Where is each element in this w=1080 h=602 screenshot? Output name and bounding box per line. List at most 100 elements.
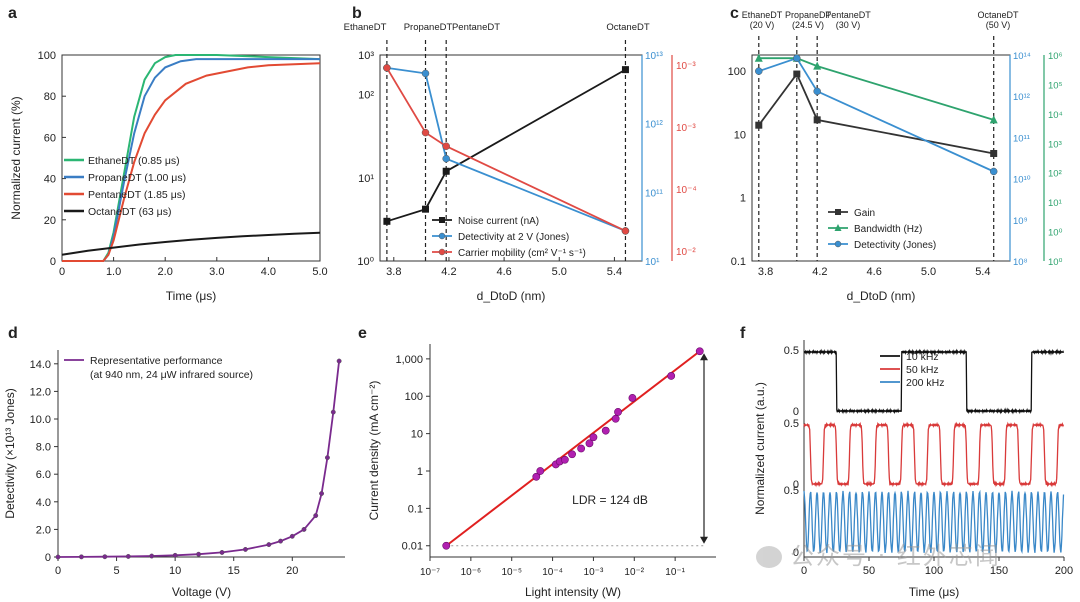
panel-e-data-point (532, 472, 541, 481)
panel-b-xtick-label: 3.8 (386, 266, 401, 278)
panel-letter-b: b (352, 5, 362, 22)
panel-e-data-point (614, 408, 622, 416)
panel-e-xtick-label: 10⁻⁶ (461, 567, 482, 578)
panel-c-xtick-label: 5.0 (921, 266, 936, 278)
panel-b-ytick-right-blue: 10¹ (645, 257, 660, 268)
panel-b-marker (422, 205, 430, 213)
panel-f-legend-entry: 200 kHz (906, 377, 945, 389)
panel-e-ylabel: Current density (mA cm⁻²) (367, 381, 381, 521)
panel-b-frame (379, 54, 643, 262)
panel-a-legend-entry: PentaneDT (1.85 μs) (88, 189, 186, 201)
panel-c-top-label: EthaneDT (742, 10, 783, 20)
panel-e-ytick-label: 10 (411, 429, 423, 441)
panel-b-series-line-2 (386, 67, 626, 232)
panel-c-marker (990, 149, 998, 157)
panel-c-top-label: (50 V) (986, 20, 1011, 30)
panel-c-marker (989, 167, 998, 176)
panel-d-marker (313, 513, 319, 519)
panel-b-legend-entry: Detectivity at 2 V (Jones) (458, 232, 569, 243)
panel-b-top-label: OctaneDT (606, 22, 649, 33)
panel-d-ytick-label: 12.0 (30, 386, 51, 398)
panel-d-marker (336, 358, 342, 364)
panel-e-xtick-label: 10⁻⁴ (542, 567, 563, 578)
panel-f-series-line-1 (803, 348, 1065, 415)
panel-e-ldr-arrowhead-down (700, 536, 708, 544)
panel-b-ytick-right-blue: 10¹¹ (645, 188, 663, 199)
panel-e-ytick-label: 0.01 (402, 541, 423, 553)
panel-c-xlabel: d_DtoD (nm) (847, 289, 916, 303)
panel-d-marker (196, 551, 202, 557)
panel-d-ytick-label: 6.0 (36, 469, 51, 481)
panel-b-marker (442, 167, 450, 175)
panel-c-legend-marker (834, 224, 842, 231)
panel-a-series-line-4 (61, 231, 321, 256)
panel-letter-c: c (730, 5, 739, 22)
panel-b-ytick-right-blue: 10¹³ (645, 51, 663, 62)
panel-e-fit-line (445, 350, 701, 547)
panel-c-series-line-3 (758, 57, 995, 173)
panel-a-ytick-label: 0 (50, 256, 56, 268)
panel-c-marker (754, 53, 763, 62)
panel-b-legend-entry: Carrier mobility (cm² V⁻¹ s⁻¹) (458, 248, 586, 259)
panel-e-data-point (601, 426, 610, 435)
panel-f-legend-entry: 50 kHz (906, 364, 939, 376)
panel-d-ytick-label: 4.0 (36, 497, 51, 509)
panel-c-ytick-right-blue: 10¹⁴ (1013, 51, 1031, 62)
panel-f-xlabel: Time (μs) (909, 585, 959, 599)
panel-c-top-label: OctaneDT (977, 10, 1019, 20)
panel-d-xtick-label: 15 (228, 565, 240, 577)
panel-a-xtick-label: 2.0 (158, 266, 173, 278)
panel-d-ytick-label: 0 (45, 552, 51, 564)
panel-c-ytick-right-blue: 10⁹ (1013, 216, 1028, 227)
panel-c-ytick-right-green: 10⁰ (1048, 257, 1063, 268)
panel-a-ytick-label: 80 (44, 91, 56, 103)
panel-d-marker (301, 526, 307, 532)
panel-d-ytick-label: 8.0 (36, 442, 51, 454)
panel-e-annotation: LDR = 124 dB (572, 493, 648, 507)
panel-b-xlabel: d_DtoD (nm) (477, 289, 546, 303)
panel-b-ytick-label: 10⁰ (357, 256, 374, 268)
panel-a-legend-entry: OctaneDT (63 μs) (88, 206, 171, 218)
panel-c-marker (813, 87, 821, 96)
panel-b-ytick-right-red: 10⁻³ (676, 61, 696, 72)
panel-c-xtick-label: 5.4 (975, 266, 990, 278)
panel-d-frame (57, 350, 345, 558)
panel-d-marker (125, 553, 131, 559)
panel-b-marker (621, 66, 629, 74)
panel-a-legend-entry: EthaneDT (0.85 μs) (88, 155, 180, 167)
panel-e-xtick-label: 10⁻⁵ (501, 567, 522, 578)
panel-letter-a: a (8, 5, 17, 22)
panel-a-xtick-label: 5.0 (312, 266, 327, 278)
panel-c-top-label: PentaneDT (825, 10, 871, 20)
panel-d-series-line (57, 360, 340, 558)
panel-e-data-point (568, 450, 576, 459)
panel-b-marker (421, 69, 430, 78)
panel-letter-d: d (8, 325, 18, 342)
panel-a-ylabel: Normalized current (%) (9, 96, 23, 219)
panel-c-top-label: (24.5 V) (792, 20, 824, 30)
panel-d-marker (242, 546, 248, 552)
panel-d-ytick-label: 2.0 (36, 524, 51, 536)
panel-c-top-label: PropaneDT (785, 10, 832, 20)
panel-d-marker (289, 533, 295, 539)
panel-c-series-line-2 (758, 57, 994, 121)
panel-e-data-point (628, 394, 637, 402)
panel-d-xtick-label: 5 (114, 565, 120, 577)
panel-c-legend-entry: Gain (854, 208, 875, 219)
panel-f-ytick-label: 0 (793, 479, 799, 491)
panel-a-ytick-label: 20 (44, 215, 56, 227)
panel-d-marker (172, 552, 178, 558)
panel-a-xtick-label: 3.0 (209, 266, 224, 278)
panel-c-legend-entry: Detectivity (Jones) (854, 240, 936, 251)
panel-c-xtick-label: 4.6 (867, 266, 882, 278)
panel-e-ytick-label: 1 (417, 466, 423, 478)
panel-f-xtick-label: 50 (863, 565, 875, 577)
panel-e-data-point (585, 439, 594, 448)
panel-d-marker (102, 554, 108, 560)
panel-a-xlabel: Time (μs) (166, 289, 216, 303)
panel-b-legend-marker (439, 217, 445, 223)
panel-e-ytick-label: 1,000 (395, 354, 423, 366)
panel-b-top-label: EthaneDT (344, 22, 387, 33)
panel-c-ytick-right-blue: 10¹² (1013, 92, 1030, 103)
panel-b-marker (621, 227, 630, 235)
